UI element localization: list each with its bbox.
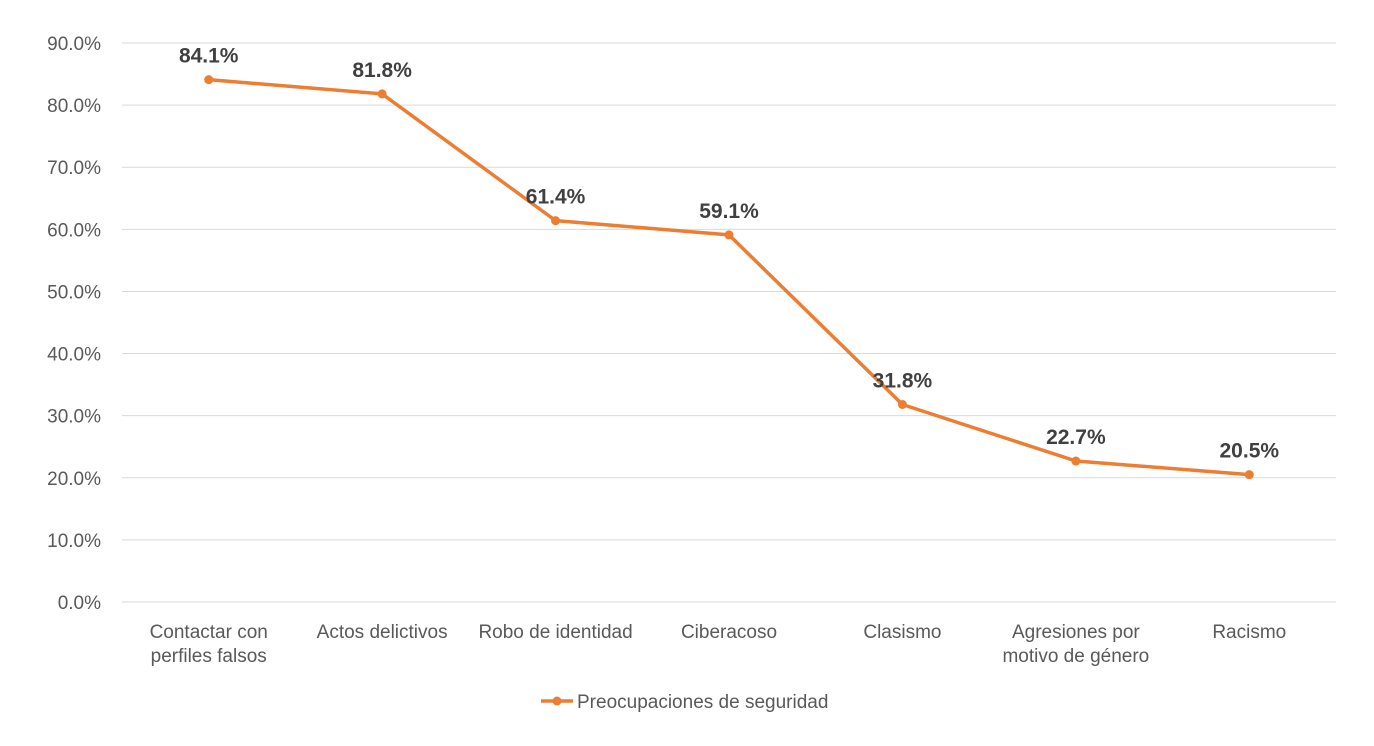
data-label: 81.8%	[352, 59, 412, 82]
series-group: 84.1% 81.8% 61.4% 59.1% 31.8% 22.7% 20.5%	[179, 45, 1279, 480]
x-axis: Contactar con perfiles falsos Actos delict…	[150, 622, 1287, 667]
x-tick-label: Robo de identidad	[478, 622, 632, 643]
data-label: 20.5%	[1220, 440, 1280, 463]
data-point	[551, 216, 561, 226]
y-tick-label: 70.0%	[47, 158, 101, 179]
data-label: 31.8%	[873, 369, 933, 392]
data-point	[204, 75, 214, 85]
y-tick-label: 0.0%	[58, 593, 101, 614]
data-point	[377, 89, 387, 99]
y-tick-label: 80.0%	[47, 96, 101, 117]
y-tick-label: 10.0%	[47, 531, 101, 552]
data-point	[724, 230, 734, 240]
data-label: 59.1%	[699, 200, 759, 223]
legend-label: Preocupaciones de seguridad	[577, 692, 828, 713]
data-point	[1244, 470, 1254, 480]
y-axis: 0.0% 10.0% 20.0% 30.0% 40.0% 50.0% 60.0% 70.0% 8…	[47, 34, 101, 614]
data-label: 22.7%	[1046, 426, 1106, 449]
legend-marker-swatch	[552, 696, 562, 706]
y-tick-label: 60.0%	[47, 220, 101, 241]
x-tick-label: Contactar con perfiles falsos	[150, 622, 268, 667]
y-tick-label: 30.0%	[47, 407, 101, 428]
data-point	[897, 399, 907, 409]
data-label: 61.4%	[526, 186, 586, 209]
y-tick-label: 20.0%	[47, 469, 101, 490]
x-tick-label: Actos delictivos	[317, 622, 448, 643]
legend: Preocupaciones de seguridad	[541, 692, 828, 713]
y-tick-label: 40.0%	[47, 345, 101, 366]
x-tick-label: Agresiones por motivo de género	[1002, 622, 1149, 667]
x-tick-label: Ciberacoso	[681, 622, 777, 643]
y-tick-label: 50.0%	[47, 282, 101, 303]
data-point	[1071, 456, 1081, 466]
y-tick-label: 90.0%	[47, 34, 101, 55]
x-tick-label: Clasismo	[863, 622, 941, 643]
data-label: 84.1%	[179, 45, 239, 68]
gridlines	[122, 42, 1336, 603]
x-tick-label: Racismo	[1212, 622, 1286, 643]
